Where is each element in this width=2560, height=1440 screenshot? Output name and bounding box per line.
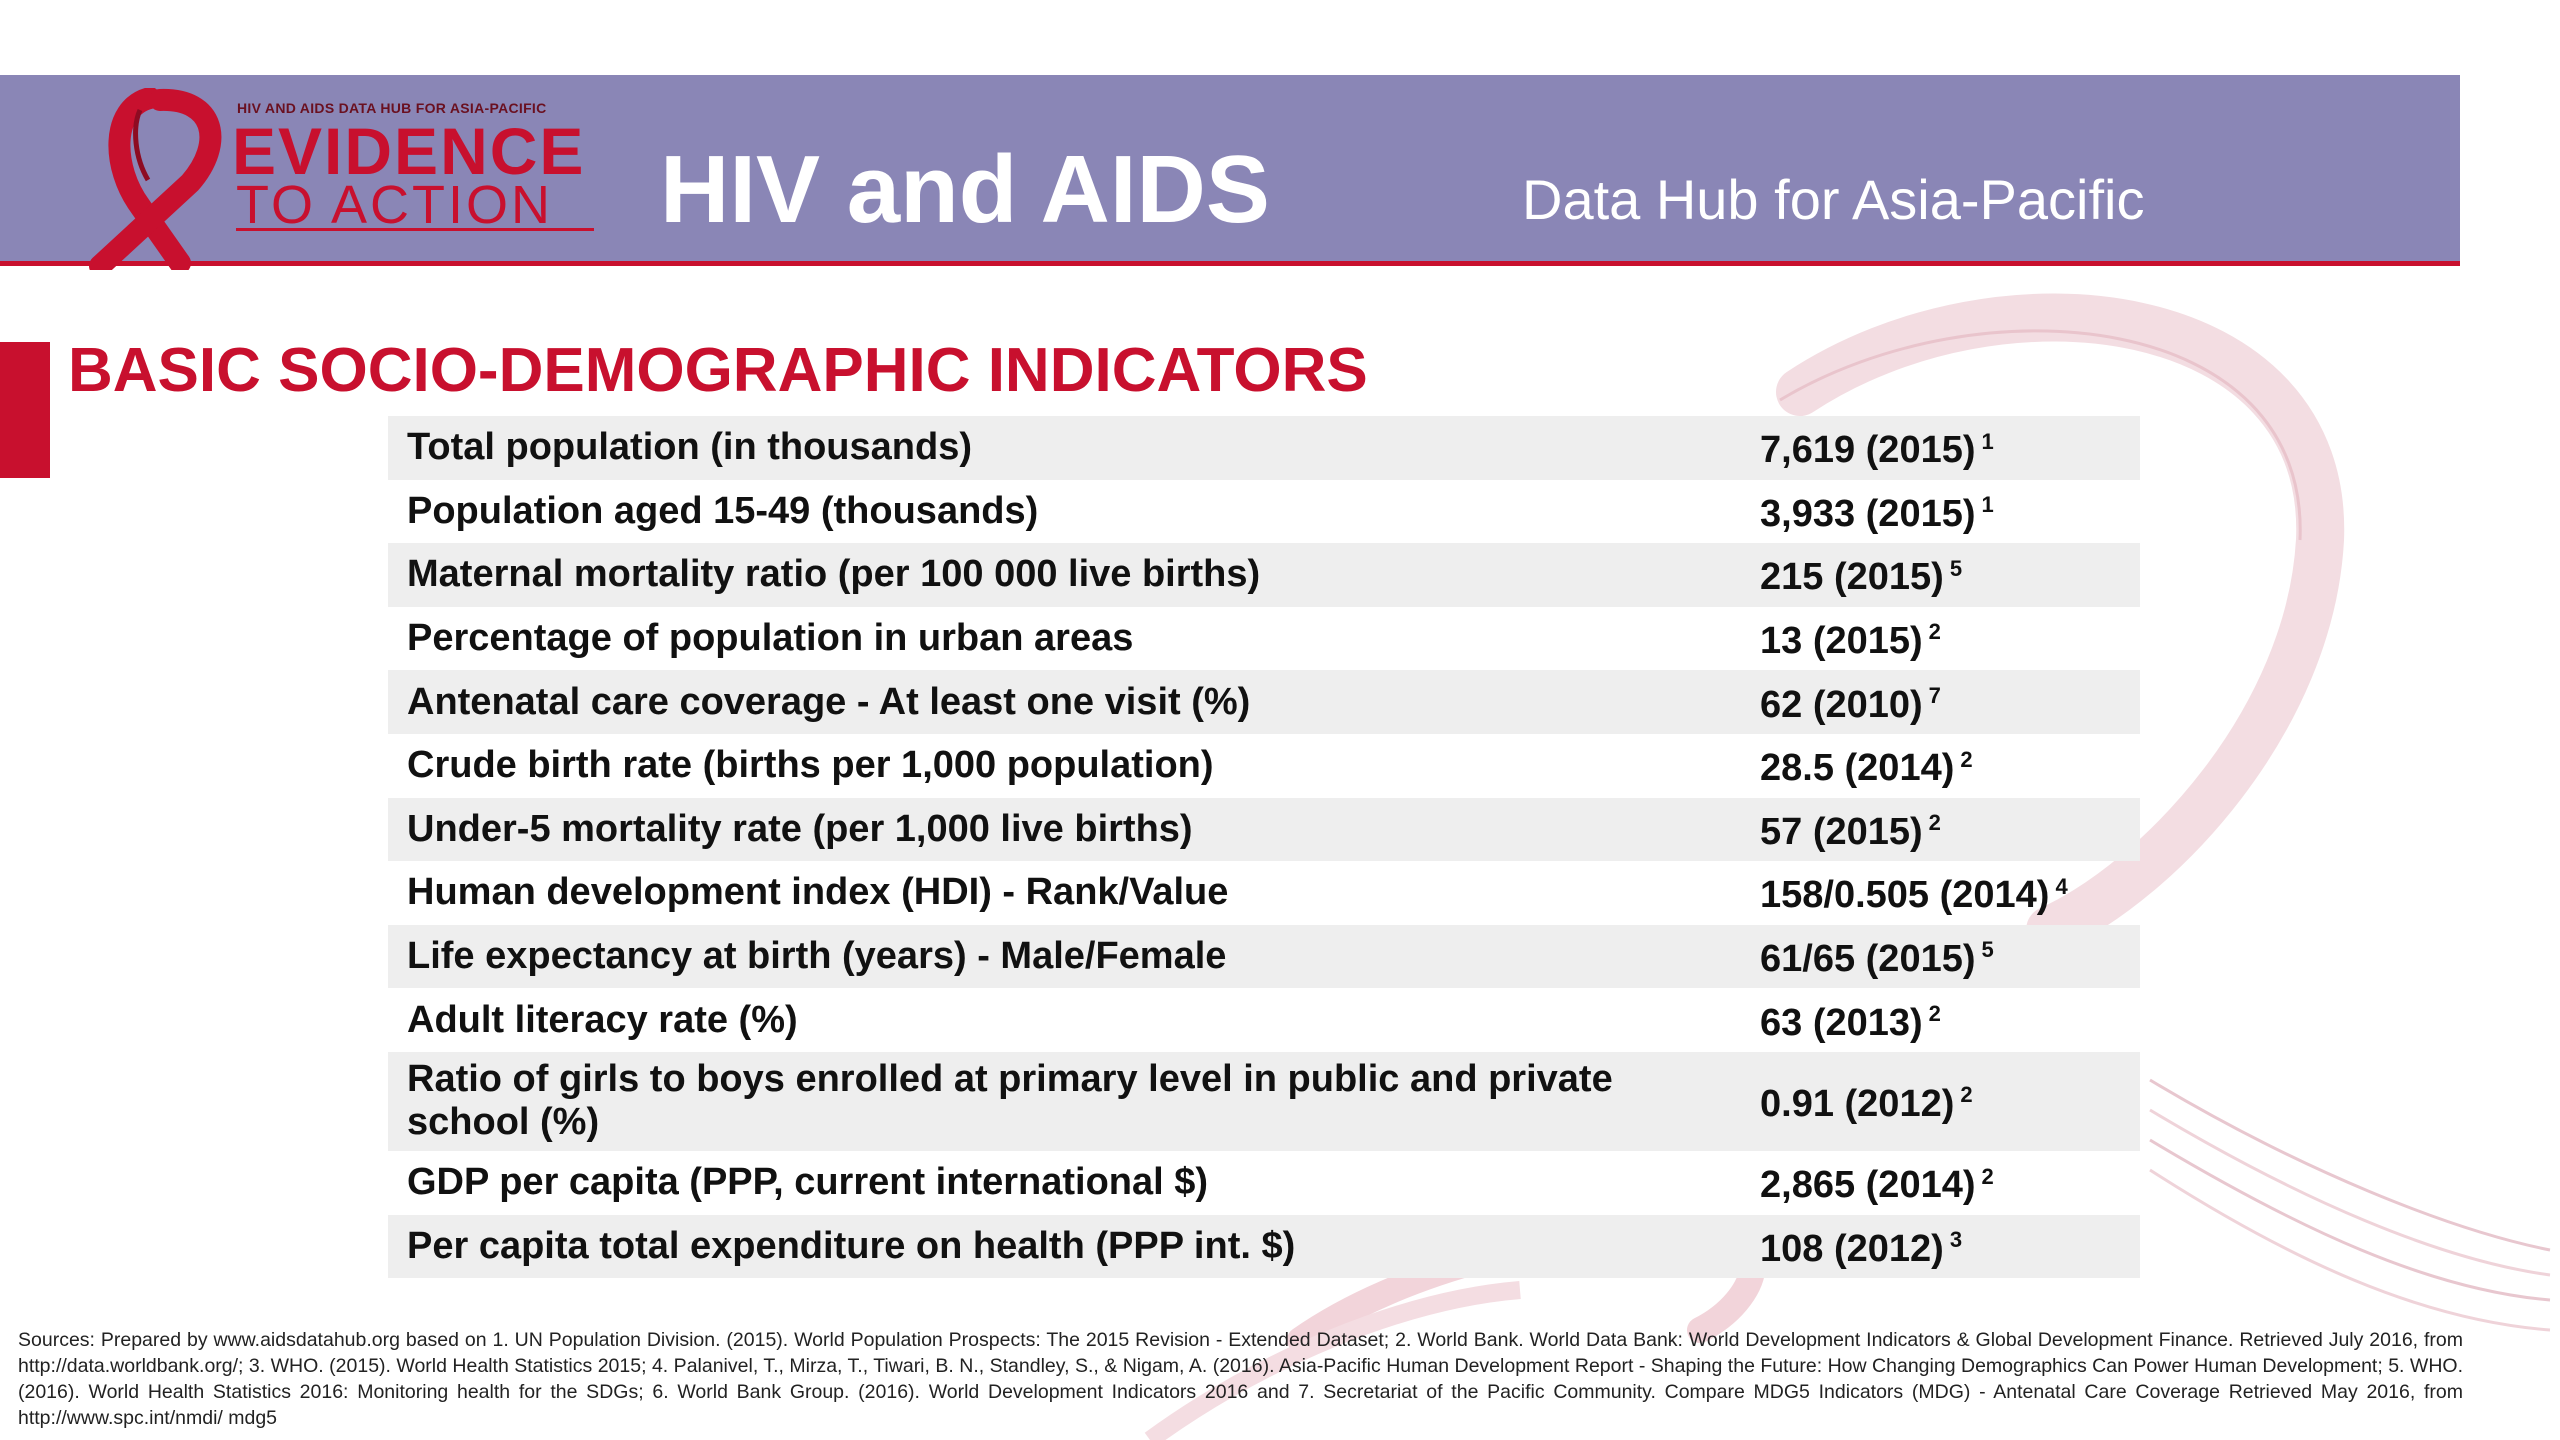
indicator-value: 0.91 (2012) [1760,1082,1955,1125]
source-reference: 3 [1949,1227,1963,1253]
header-banner [0,75,2460,266]
indicator-value-cell: 2,865 (2014) 2 [1732,1151,2140,1215]
indicator-value-cell: 3,933 (2015) 1 [1732,480,2140,544]
logo-to-action-text: TO ACTION [236,175,554,235]
indicator-value-cell: 13 (2015) 2 [1732,607,2140,671]
indicator-value-cell: 63 (2013) 2 [1732,988,2140,1052]
section-accent-bar [0,342,50,478]
indicator-value: 7,619 (2015) [1760,429,1976,472]
indicator-label: Total population (in thousands) [407,426,972,469]
indicator-value: 63 (2013) [1760,1001,1923,1044]
indicator-value-cell: 61/65 (2015) 5 [1732,925,2140,989]
indicator-label: GDP per capita (PPP, current internation… [407,1161,1209,1204]
table-row: Life expectancy at birth (years) - Male/… [388,924,2140,989]
indicator-value-cell: 28.5 (2014) 2 [1732,734,2140,798]
table-row: Maternal mortality ratio (per 100 000 li… [388,543,2140,607]
indicator-label: Maternal mortality ratio (per 100 000 li… [407,553,1261,596]
indicator-value-cell: 57 (2015) 2 [1732,798,2140,862]
indicator-value-cell: 158/0.505 (2014) 4 [1732,861,2140,925]
source-reference: 5 [1981,937,1994,963]
indicator-value-cell: 62 (2010) 7 [1732,670,2140,734]
indicator-value: 158/0.505 (2014) [1760,874,2050,917]
source-reference: 2 [1981,1163,1994,1189]
table-row: Total population (in thousands) 7,619 (2… [388,416,2140,480]
indicator-label: Under-5 mortality rate (per 1,000 live b… [407,807,1193,850]
table-row: Adult literacy rate (%) 63 (2013) 2 [388,988,2140,1052]
banner-title: HIV and AIDS [660,136,1270,243]
indicator-value: 61/65 (2015) [1760,938,1976,981]
source-reference: 1 [1981,428,1994,454]
indicator-label: Antenatal care coverage - At least one v… [407,680,1251,723]
source-reference: 2 [1960,1082,1973,1108]
indicator-value: 13 (2015) [1760,620,1923,663]
indicator-label: Human development index (HDI) - Rank/Val… [407,871,1229,914]
sources-footnote: Sources: Prepared by www.aidsdatahub.org… [18,1329,2463,1429]
indicator-value: 215 (2015) [1760,556,1944,599]
indicator-value-cell: 7,619 (2015) 1 [1732,416,2140,480]
source-reference: 5 [1949,555,1963,581]
table-row: GDP per capita (PPP, current internation… [388,1151,2140,1215]
source-reference: 1 [1981,492,1994,518]
indicator-value: 3,933 (2015) [1760,492,1976,535]
indicator-value-cell: 215 (2015) 5 [1732,543,2140,607]
table-row: Percentage of population in urban areas … [388,607,2140,671]
indicator-value: 62 (2010) [1760,683,1923,726]
indicator-label: Per capita total expenditure on health (… [407,1224,1296,1267]
indicators-table: Total population (in thousands) 7,619 (2… [388,416,2140,1279]
source-reference: 4 [2055,873,2068,899]
indicator-value: 108 (2012) [1760,1227,1944,1270]
source-reference: 7 [1928,683,1941,709]
section-title: BASIC SOCIO-DEMOGRAPHIC INDICATORS [68,336,1368,405]
indicator-label: Life expectancy at birth (years) - Male/… [407,935,1227,978]
logo-evidence-text: EVIDENCE [232,114,586,188]
table-row: Under-5 mortality rate (per 1,000 live b… [388,797,2140,862]
source-reference: 2 [1960,746,1973,772]
indicator-value-cell: 0.91 (2012) 2 [1732,1052,2140,1151]
source-reference: 2 [1928,619,1941,645]
source-reference: 2 [1928,1000,1941,1026]
table-row: Antenatal care coverage - At least one v… [388,670,2140,734]
logo-underline [236,228,594,231]
indicator-label: Adult literacy rate (%) [407,998,798,1041]
indicator-label: Ratio of girls to boys enrolled at prima… [407,1058,1613,1144]
source-reference: 2 [1928,810,1941,836]
table-row: Ratio of girls to boys enrolled at prima… [388,1051,2140,1151]
indicator-value: 57 (2015) [1760,810,1923,853]
table-row: Human development index (HDI) - Rank/Val… [388,861,2140,925]
indicator-value: 2,865 (2014) [1760,1164,1976,1207]
table-row: Population aged 15-49 (thousands) 3,933 … [388,480,2140,544]
banner-subtitle: Data Hub for Asia-Pacific [1522,168,2145,231]
indicator-label: Crude birth rate (births per 1,000 popul… [407,744,1214,787]
indicator-label: Percentage of population in urban areas [407,617,1134,660]
indicator-value-cell: 108 (2012) 3 [1732,1215,2140,1279]
red-ribbon-logo-icon [89,88,222,270]
table-row: Crude birth rate (births per 1,000 popul… [388,734,2140,798]
indicator-value: 28.5 (2014) [1760,747,1955,790]
indicator-label: Population aged 15-49 (thousands) [407,489,1039,532]
table-row: Per capita total expenditure on health (… [388,1214,2140,1279]
logo-small-text: HIV AND AIDS DATA HUB FOR ASIA-PACIFIC [237,100,547,116]
